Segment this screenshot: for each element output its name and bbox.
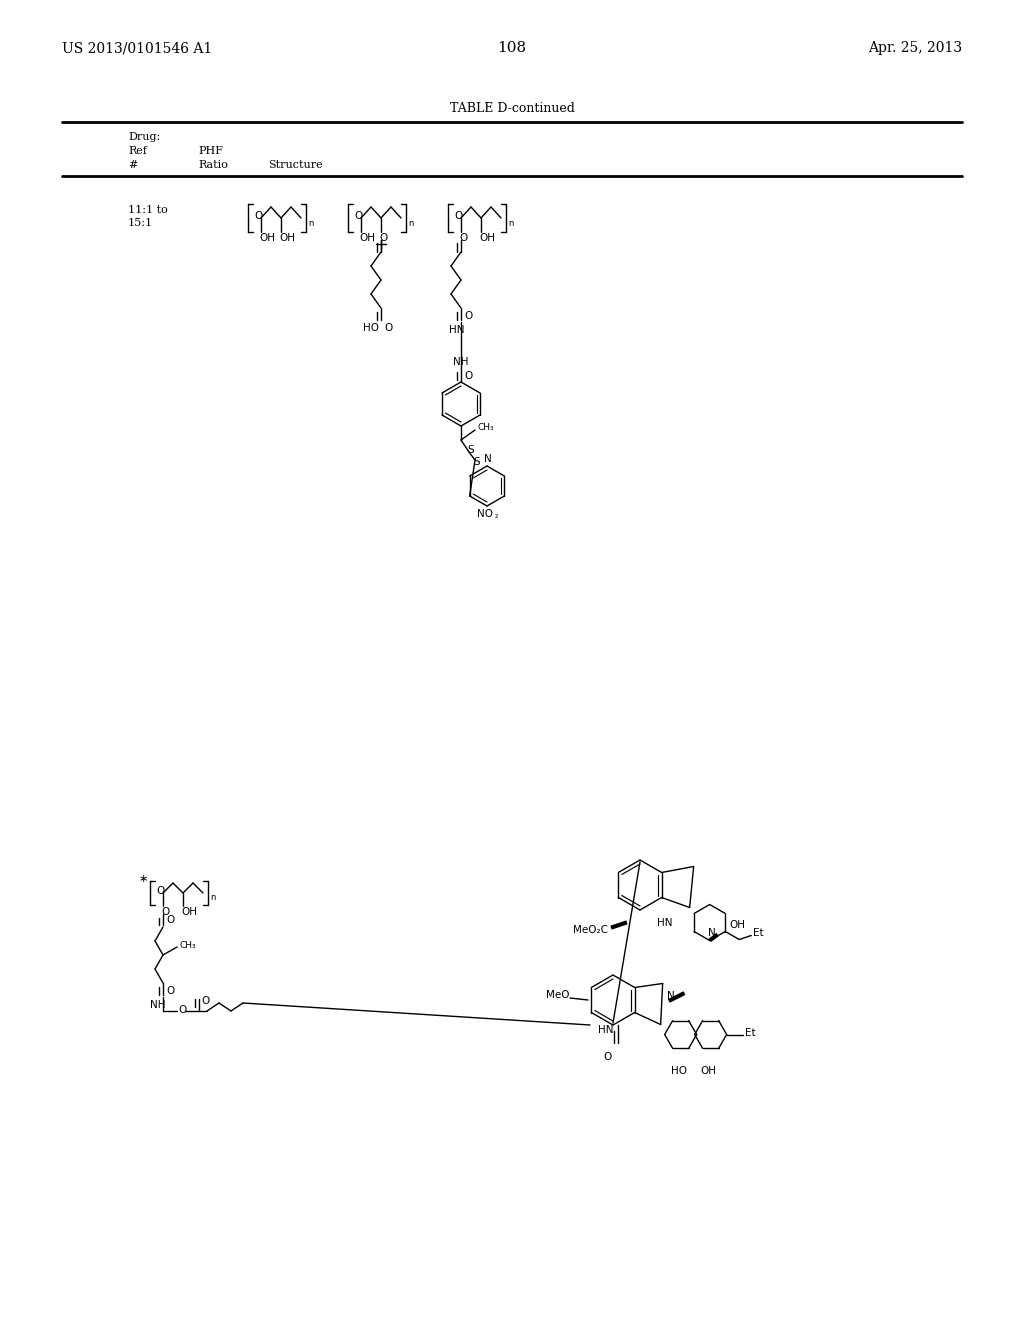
Text: n: n <box>308 219 313 227</box>
Text: US 2013/0101546 A1: US 2013/0101546 A1 <box>62 41 212 55</box>
Text: O: O <box>464 371 472 381</box>
Text: HO: HO <box>671 1065 687 1076</box>
Text: MeO: MeO <box>546 990 569 1001</box>
Text: n: n <box>408 219 414 227</box>
Text: O: O <box>201 997 209 1006</box>
Text: HN: HN <box>656 917 672 928</box>
Text: OH: OH <box>259 234 275 243</box>
Text: O: O <box>379 234 387 243</box>
Text: TABLE D-continued: TABLE D-continued <box>450 102 574 115</box>
Text: ∗: ∗ <box>139 874 148 884</box>
Text: NO: NO <box>477 510 493 519</box>
Text: Et: Et <box>744 1027 756 1038</box>
Text: HN: HN <box>598 1026 613 1035</box>
Text: ₂: ₂ <box>495 511 499 520</box>
Text: O: O <box>156 886 164 896</box>
Text: PHF: PHF <box>198 147 223 156</box>
Text: #: # <box>128 160 137 170</box>
Text: Apr. 25, 2013: Apr. 25, 2013 <box>868 41 962 55</box>
Text: O: O <box>464 312 472 321</box>
Text: N: N <box>484 454 492 465</box>
Text: 108: 108 <box>498 41 526 55</box>
Text: O: O <box>354 211 362 220</box>
Text: OH: OH <box>479 234 495 243</box>
Text: O: O <box>178 1005 186 1015</box>
Text: OH: OH <box>700 1065 717 1076</box>
Text: S: S <box>467 445 474 455</box>
Text: Ratio: Ratio <box>198 160 228 170</box>
Text: Drug:: Drug: <box>128 132 160 143</box>
Text: O: O <box>166 915 174 925</box>
Text: O: O <box>166 986 174 997</box>
Text: O: O <box>454 211 462 220</box>
Text: Structure: Structure <box>268 160 323 170</box>
Text: NH: NH <box>453 356 469 367</box>
Text: 11:1 to: 11:1 to <box>128 205 168 215</box>
Text: Et: Et <box>754 928 764 939</box>
Text: O: O <box>161 907 169 917</box>
Text: NH: NH <box>150 1001 166 1010</box>
Text: 15:1: 15:1 <box>128 218 154 228</box>
Text: N: N <box>708 928 716 937</box>
Text: O: O <box>603 1052 611 1063</box>
Text: O: O <box>459 234 467 243</box>
Text: OH: OH <box>279 234 295 243</box>
Text: O: O <box>384 323 392 333</box>
Text: OH: OH <box>181 907 197 917</box>
Text: n: n <box>508 219 513 227</box>
Text: n: n <box>210 892 215 902</box>
Text: O: O <box>254 211 262 220</box>
Text: OH: OH <box>729 920 745 931</box>
Text: N: N <box>667 991 675 1001</box>
Text: CH₃: CH₃ <box>477 424 494 433</box>
Text: OH: OH <box>359 234 375 243</box>
Text: HO: HO <box>362 323 379 333</box>
Text: S: S <box>473 457 479 467</box>
Text: HN: HN <box>449 325 465 335</box>
Text: Ref: Ref <box>128 147 146 156</box>
Text: CH₃: CH₃ <box>179 940 196 949</box>
Text: MeO₂C: MeO₂C <box>573 925 608 935</box>
